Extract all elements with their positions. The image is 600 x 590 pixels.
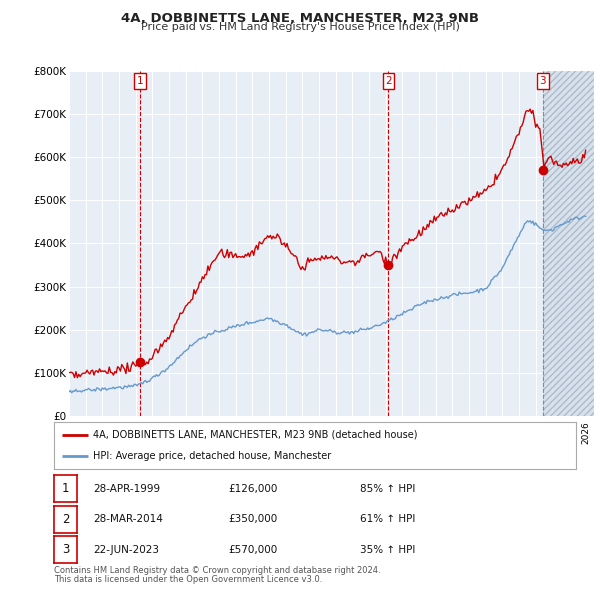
Text: 2: 2 bbox=[62, 513, 69, 526]
Text: 3: 3 bbox=[62, 543, 69, 556]
Text: 4A, DOBBINETTS LANE, MANCHESTER, M23 9NB (detached house): 4A, DOBBINETTS LANE, MANCHESTER, M23 9NB… bbox=[93, 430, 418, 440]
Text: This data is licensed under the Open Government Licence v3.0.: This data is licensed under the Open Gov… bbox=[54, 575, 322, 584]
Text: HPI: Average price, detached house, Manchester: HPI: Average price, detached house, Manc… bbox=[93, 451, 331, 461]
Text: 2: 2 bbox=[385, 76, 392, 86]
Text: 85% ↑ HPI: 85% ↑ HPI bbox=[360, 484, 415, 493]
Text: 4A, DOBBINETTS LANE, MANCHESTER, M23 9NB: 4A, DOBBINETTS LANE, MANCHESTER, M23 9NB bbox=[121, 12, 479, 25]
Text: 1: 1 bbox=[137, 76, 143, 86]
Text: 28-MAR-2014: 28-MAR-2014 bbox=[93, 514, 163, 524]
Text: 1: 1 bbox=[62, 482, 69, 495]
Text: Price paid vs. HM Land Registry's House Price Index (HPI): Price paid vs. HM Land Registry's House … bbox=[140, 22, 460, 32]
Text: 3: 3 bbox=[539, 76, 546, 86]
Text: Contains HM Land Registry data © Crown copyright and database right 2024.: Contains HM Land Registry data © Crown c… bbox=[54, 566, 380, 575]
Text: £126,000: £126,000 bbox=[228, 484, 277, 493]
Text: £350,000: £350,000 bbox=[228, 514, 277, 524]
Text: 61% ↑ HPI: 61% ↑ HPI bbox=[360, 514, 415, 524]
Text: 35% ↑ HPI: 35% ↑ HPI bbox=[360, 545, 415, 555]
Text: 28-APR-1999: 28-APR-1999 bbox=[93, 484, 160, 493]
Text: 22-JUN-2023: 22-JUN-2023 bbox=[93, 545, 159, 555]
Bar bbox=[542, 71, 594, 416]
Text: £570,000: £570,000 bbox=[228, 545, 277, 555]
